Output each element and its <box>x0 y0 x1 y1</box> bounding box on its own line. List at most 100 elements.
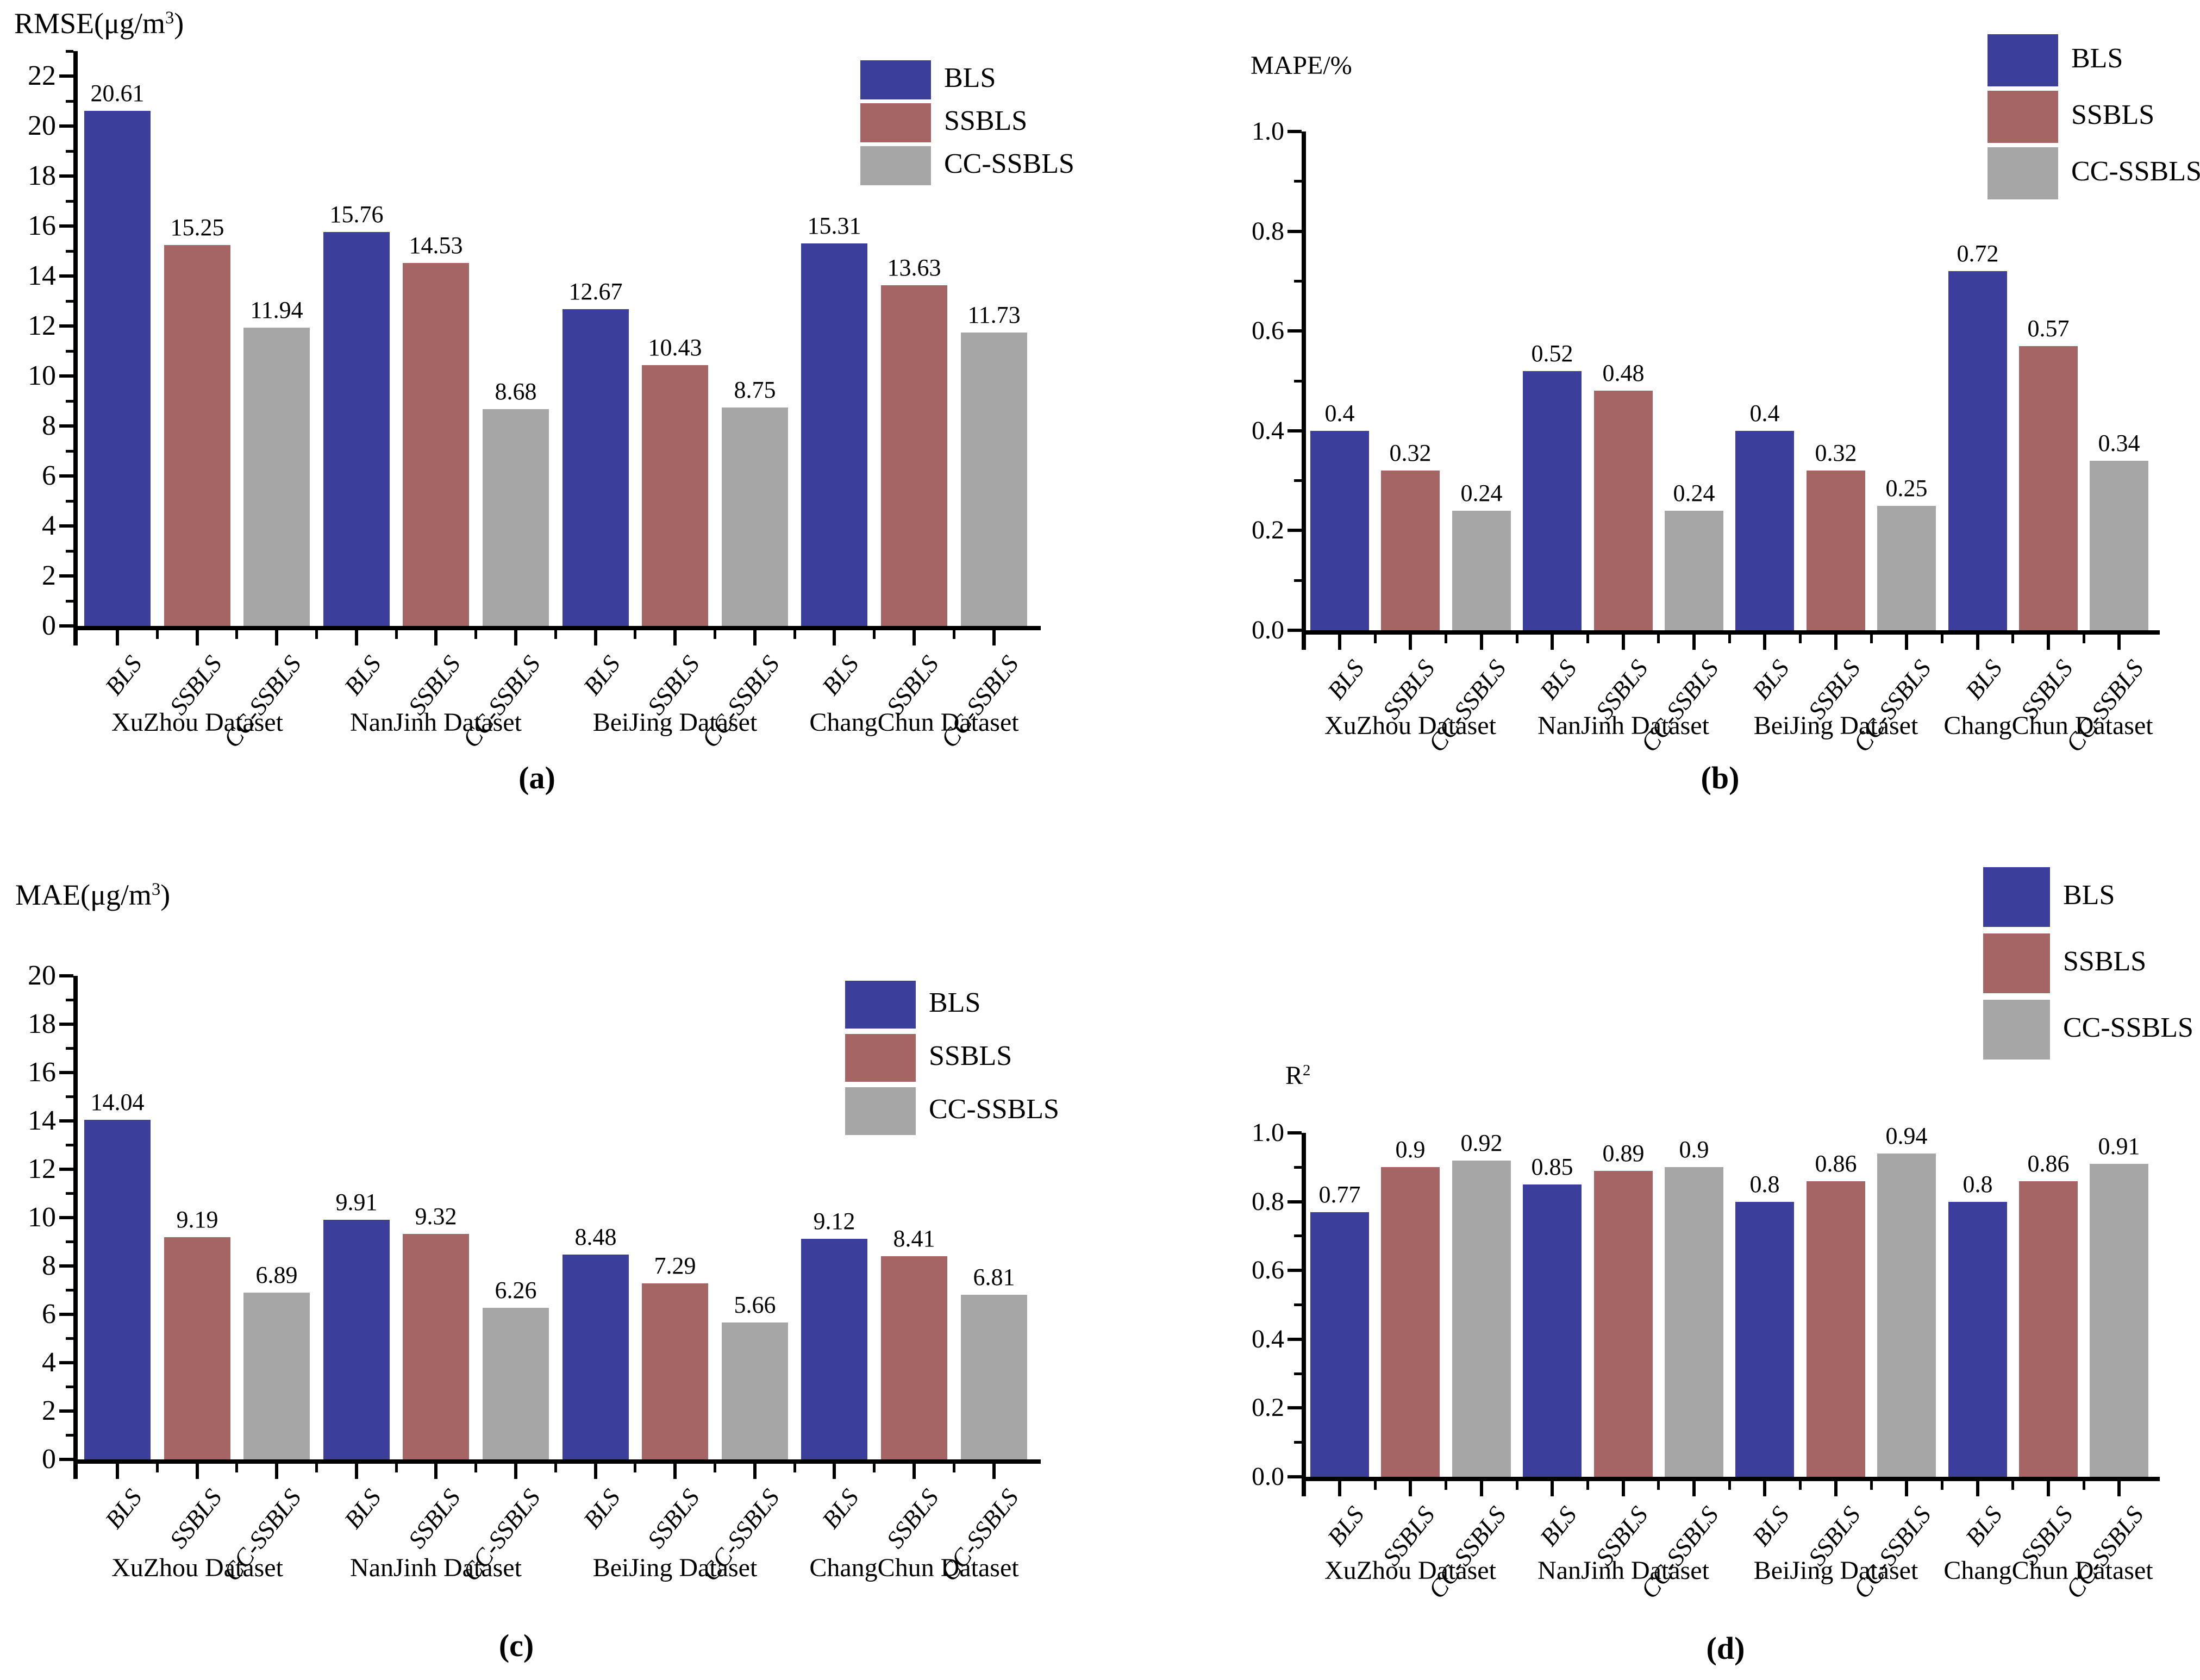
x-tick-minor <box>2083 1481 2085 1490</box>
bar <box>403 1234 469 1459</box>
x-tick-minor <box>1374 1481 1377 1490</box>
legend-swatch-ssbls <box>860 103 931 142</box>
y-tick-label: 1.0 <box>1252 1118 1284 1147</box>
y-tick-label: 0.6 <box>1252 316 1284 345</box>
legend-label: SSBLS <box>2071 99 2155 130</box>
x-tick-minor <box>315 630 318 639</box>
y-tick-major <box>59 1119 73 1123</box>
y-tick-minor <box>66 150 73 153</box>
bar <box>1310 1212 1369 1477</box>
x-tick-major <box>1480 1481 1483 1496</box>
bar-value-label: 0.8 <box>1962 1171 1993 1198</box>
bar-value-label: 0.91 <box>2098 1133 2140 1159</box>
y-tick-major <box>59 1023 73 1026</box>
bar <box>1948 271 2007 630</box>
x-tick-major <box>2117 1481 2121 1496</box>
y-tick-label: 10 <box>28 1202 56 1233</box>
bar-value-label: 0.85 <box>1531 1154 1573 1180</box>
x-tick-major <box>355 630 358 645</box>
y-tick-major <box>59 1264 73 1268</box>
bar-value-label: 0.94 <box>1885 1123 1928 1149</box>
x-tick-major <box>753 630 757 645</box>
bar-value-label: 6.89 <box>255 1262 298 1288</box>
x-tick-major <box>116 630 119 645</box>
x-tick-minor <box>953 630 955 639</box>
legend-label: CC-SSBLS <box>944 148 1074 179</box>
bar <box>2090 461 2148 630</box>
bar-value-label: 0.25 <box>1885 475 1928 502</box>
y-tick-minor <box>66 250 73 253</box>
bar <box>1594 391 1653 630</box>
x-tick-major <box>1905 1481 1908 1496</box>
x-tick-minor <box>953 1464 955 1472</box>
y-tick-label: 2 <box>42 560 56 591</box>
bar-value-label: 15.76 <box>329 201 384 228</box>
y-tick-minor <box>66 1047 73 1050</box>
y-tick-minor <box>1294 1234 1302 1237</box>
bar <box>1665 1167 1723 1477</box>
y-tick-major <box>59 1071 73 1074</box>
bar-value-label: 14.53 <box>409 232 463 259</box>
x-tick-major <box>912 630 916 645</box>
y-tick-label: 16 <box>28 210 56 241</box>
x-tick-minor <box>873 630 876 639</box>
y-tick-major <box>59 1361 73 1364</box>
y-tick-label: 18 <box>28 160 56 191</box>
bar-value-label: 15.25 <box>170 214 224 241</box>
y-tick-major <box>59 474 73 478</box>
bar <box>1452 1161 1511 1477</box>
y-tick-label: 1.0 <box>1252 117 1284 146</box>
x-tick-series-label: BLS <box>339 650 386 700</box>
y-tick-major <box>1288 1338 1302 1341</box>
y-tick-minor <box>1294 1441 1302 1444</box>
y-tick-minor <box>66 1144 73 1146</box>
dataset-group-label: NanJinh Dataset <box>1538 1556 1709 1585</box>
y-tick-minor <box>1294 1166 1302 1169</box>
dataset-group-label: BeiJing Dataset <box>1753 711 1918 740</box>
bar <box>961 333 1027 626</box>
legend-swatch-bls <box>1988 34 2058 86</box>
y-tick-label: 0.4 <box>1252 1325 1284 1353</box>
x-tick-minor <box>793 1464 796 1472</box>
bar <box>84 1120 151 1459</box>
y-tick-minor <box>1294 280 1302 283</box>
x-tick-minor <box>1657 635 1660 643</box>
bar-value-label: 9.19 <box>176 1206 218 1233</box>
bar <box>1807 1181 1865 1477</box>
bar-value-label: 13.63 <box>887 254 941 281</box>
y-axis-spine <box>1302 1133 1306 1496</box>
y-tick-major <box>59 424 73 428</box>
x-tick-series-label: SSBLS <box>164 650 227 720</box>
bar <box>483 1308 549 1459</box>
x-tick-minor <box>714 1464 716 1472</box>
bar-value-label: 0.52 <box>1531 340 1573 367</box>
y-tick-minor <box>1294 479 1302 482</box>
dataset-group-label: BeiJing Dataset <box>592 708 758 737</box>
x-tick-minor <box>2011 635 2014 643</box>
bar-value-label: 0.86 <box>1815 1150 1857 1177</box>
x-tick-major <box>1763 1481 1766 1496</box>
legend-label: SSBLS <box>2063 946 2147 977</box>
x-tick-minor <box>474 630 477 639</box>
x-tick-minor <box>1799 635 1802 643</box>
bar-value-label: 8.48 <box>574 1224 617 1250</box>
bar-value-label: 12.67 <box>568 278 623 305</box>
y-tick-major <box>1288 429 1302 432</box>
legend-swatch-bls <box>1983 867 2050 927</box>
y-tick-label: 0.6 <box>1252 1256 1284 1284</box>
x-tick-major <box>1551 1481 1554 1496</box>
legend-swatch-cc-ssbls <box>1983 1000 2050 1060</box>
bar <box>722 1322 788 1459</box>
panel-letter: (c) <box>498 1628 534 1663</box>
y-tick-major <box>59 124 73 128</box>
x-tick-minor <box>2011 1481 2014 1490</box>
x-tick-series-label: BLS <box>99 650 147 700</box>
y-tick-major <box>59 324 73 328</box>
y-tick-major <box>59 1409 73 1413</box>
x-tick-major <box>1976 635 1979 650</box>
y-tick-major <box>1288 329 1302 333</box>
y-tick-label: 12 <box>28 1154 56 1184</box>
bar <box>483 409 549 626</box>
bar-value-label: 0.24 <box>1460 480 1503 506</box>
x-tick-minor <box>714 630 716 639</box>
